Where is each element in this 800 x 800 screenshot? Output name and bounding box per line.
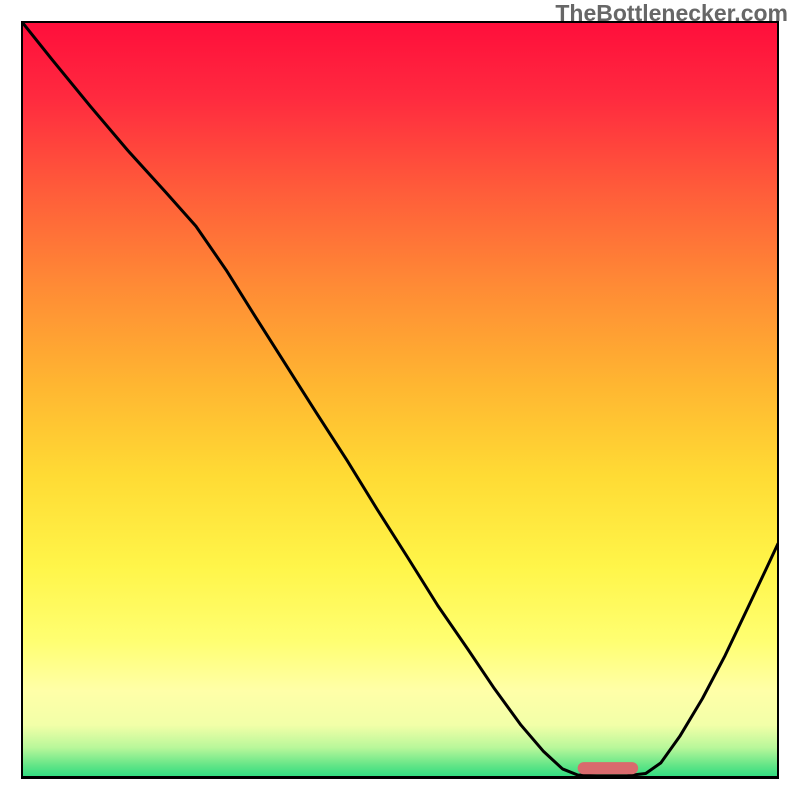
gradient-background (22, 22, 778, 778)
chart-container: { "chart": { "type": "line-on-gradient",… (0, 0, 800, 800)
optimal-marker (578, 762, 638, 774)
bottleneck-chart (0, 0, 800, 800)
watermark-text: TheBottlenecker.com (555, 0, 788, 27)
